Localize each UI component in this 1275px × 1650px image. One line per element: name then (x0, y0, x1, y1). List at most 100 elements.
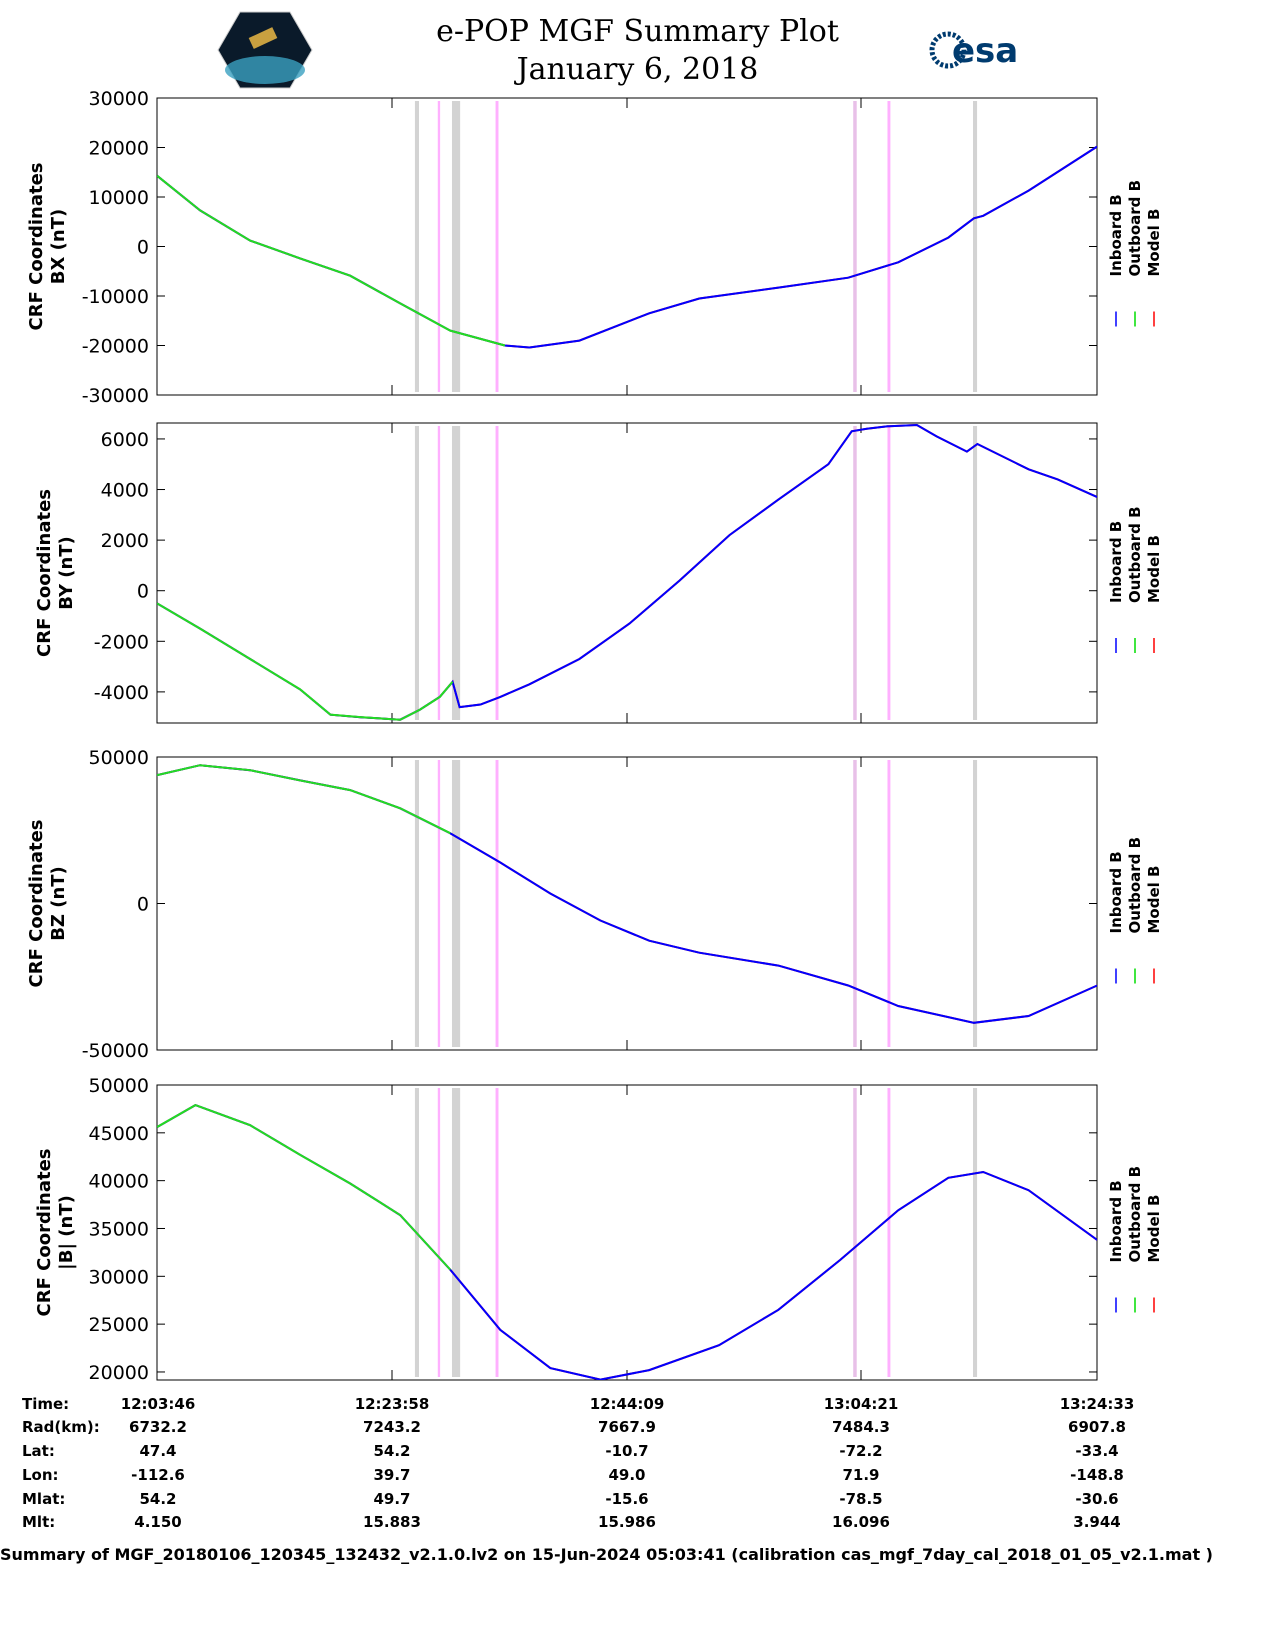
legend-label: Inboard B (1107, 194, 1125, 276)
y-tick-label: -2000 (94, 631, 149, 653)
event-band (437, 101, 441, 392)
y-tick-label: 0 (137, 237, 149, 259)
legend-label: Inboard B (1107, 521, 1125, 603)
row-label: Mlt: (22, 1513, 56, 1531)
table-cell: 54.2 (373, 1442, 411, 1460)
row-label: Lon: (22, 1466, 59, 1484)
table-cell: 12:44:09 (589, 1395, 665, 1413)
table-cell: 49.0 (608, 1466, 646, 1484)
table-cell: 7484.3 (832, 1418, 890, 1436)
table-cell: 6732.2 (129, 1418, 187, 1436)
plot-date: January 6, 2018 (516, 52, 759, 87)
event-band (887, 1088, 891, 1377)
event-band (973, 1088, 978, 1377)
event-band (887, 426, 891, 720)
event-band (853, 426, 857, 720)
plot-title: e-POP MGF Summary Plot (436, 14, 839, 49)
y-tick-label: 6000 (101, 429, 149, 451)
model-b-line (157, 423, 1097, 721)
y-tick-label: 40000 (89, 1171, 149, 1193)
table-cell: -78.5 (839, 1490, 883, 1508)
event-band (437, 1088, 441, 1377)
y-axis-label: CRF CoordinatesBY (nT) (34, 489, 77, 657)
cassiope-logo (217, 11, 313, 89)
outboard-b-line (157, 602, 454, 721)
legend-label: Model B (1145, 1195, 1163, 1263)
event-band (973, 426, 978, 720)
y-tick-label: -50000 (82, 1040, 149, 1062)
event-band (414, 760, 419, 1047)
table-cell: -33.4 (1075, 1442, 1119, 1460)
y-tick-label: 0 (137, 894, 149, 916)
legend-label: Outboard B (1126, 506, 1144, 603)
legend-label: Inboard B (1107, 1180, 1125, 1262)
legend-label: Model B (1145, 866, 1163, 934)
event-band (414, 101, 419, 392)
event-band (495, 426, 499, 720)
plot-frame (156, 97, 1098, 396)
event-band (414, 426, 419, 720)
table-cell: 3.944 (1073, 1513, 1121, 1531)
table-cell: -30.6 (1075, 1490, 1119, 1508)
y-axis-label: CRF CoordinatesBZ (nT) (26, 820, 69, 988)
inboard-b-line (157, 145, 1097, 349)
y-tick-label: 2000 (101, 530, 149, 552)
event-band (451, 101, 461, 392)
event-band (853, 760, 857, 1047)
event-band (437, 426, 441, 720)
table-cell: 13:04:21 (823, 1395, 899, 1413)
table-cell: -10.7 (605, 1442, 649, 1460)
y-tick-label: 45000 (89, 1123, 149, 1145)
row-label: Rad(km): (22, 1418, 100, 1436)
outboard-b-line (157, 1103, 451, 1271)
table-cell: 15.986 (598, 1513, 656, 1531)
row-label: Mlat: (22, 1490, 66, 1508)
legend-label: Outboard B (1126, 180, 1144, 277)
table-cell: -15.6 (605, 1490, 649, 1508)
event-band (887, 760, 891, 1047)
plot-frame (156, 756, 1098, 1051)
legend-label: Inboard B (1107, 851, 1125, 933)
row-label: Lat: (22, 1442, 55, 1460)
y-tick-label: -20000 (82, 336, 149, 358)
table-cell: 7667.9 (598, 1418, 656, 1436)
event-band (495, 1088, 499, 1377)
table-cell: 39.7 (373, 1466, 411, 1484)
table-cell: 12:03:46 (120, 1395, 196, 1413)
table-cell: 6907.8 (1068, 1418, 1126, 1436)
y-tick-label: 35000 (89, 1218, 149, 1240)
table-cell: 71.9 (842, 1466, 880, 1484)
table-cell: 47.4 (139, 1442, 177, 1460)
panel-4: 50000 45000 40000 35000 30000 25000 20000 CRF C… (34, 1075, 1163, 1384)
model-b-line (157, 145, 1097, 349)
table-cell: 12:23:58 (354, 1395, 430, 1413)
row-label: Time: (22, 1395, 70, 1413)
event-band (853, 1088, 857, 1377)
plot-frame (156, 422, 1098, 724)
y-tick-label: 50000 (89, 747, 149, 769)
event-band (887, 101, 891, 392)
legend-label: Model B (1145, 209, 1163, 277)
inboard-b-line (157, 423, 1097, 721)
outboard-b-line (157, 174, 506, 347)
event-band (973, 101, 978, 392)
inboard-b-line (157, 764, 1097, 1024)
table-cell: -72.2 (839, 1442, 883, 1460)
y-axis-label: CRF CoordinatesBX (nT) (26, 163, 69, 331)
y-tick-label: -30000 (82, 385, 149, 407)
footer-caption: Summary of MGF_20180106_120345_132432_v2… (0, 1545, 1213, 1564)
esa-logo: esa (929, 31, 1018, 71)
event-band (437, 760, 441, 1047)
model-b-line (157, 1104, 1097, 1380)
y-tick-label: 25000 (89, 1314, 149, 1336)
y-axis-label: CRF Coordinates|B| (nT) (34, 1149, 77, 1317)
inboard-b-line (157, 1104, 1097, 1380)
y-tick-label: 20000 (89, 1362, 149, 1384)
event-band (853, 101, 857, 392)
plot-frame (156, 1084, 1098, 1381)
table-cell: 4.150 (134, 1513, 182, 1531)
y-tick-label: 30000 (89, 88, 149, 110)
table-cell: 49.7 (373, 1490, 411, 1508)
